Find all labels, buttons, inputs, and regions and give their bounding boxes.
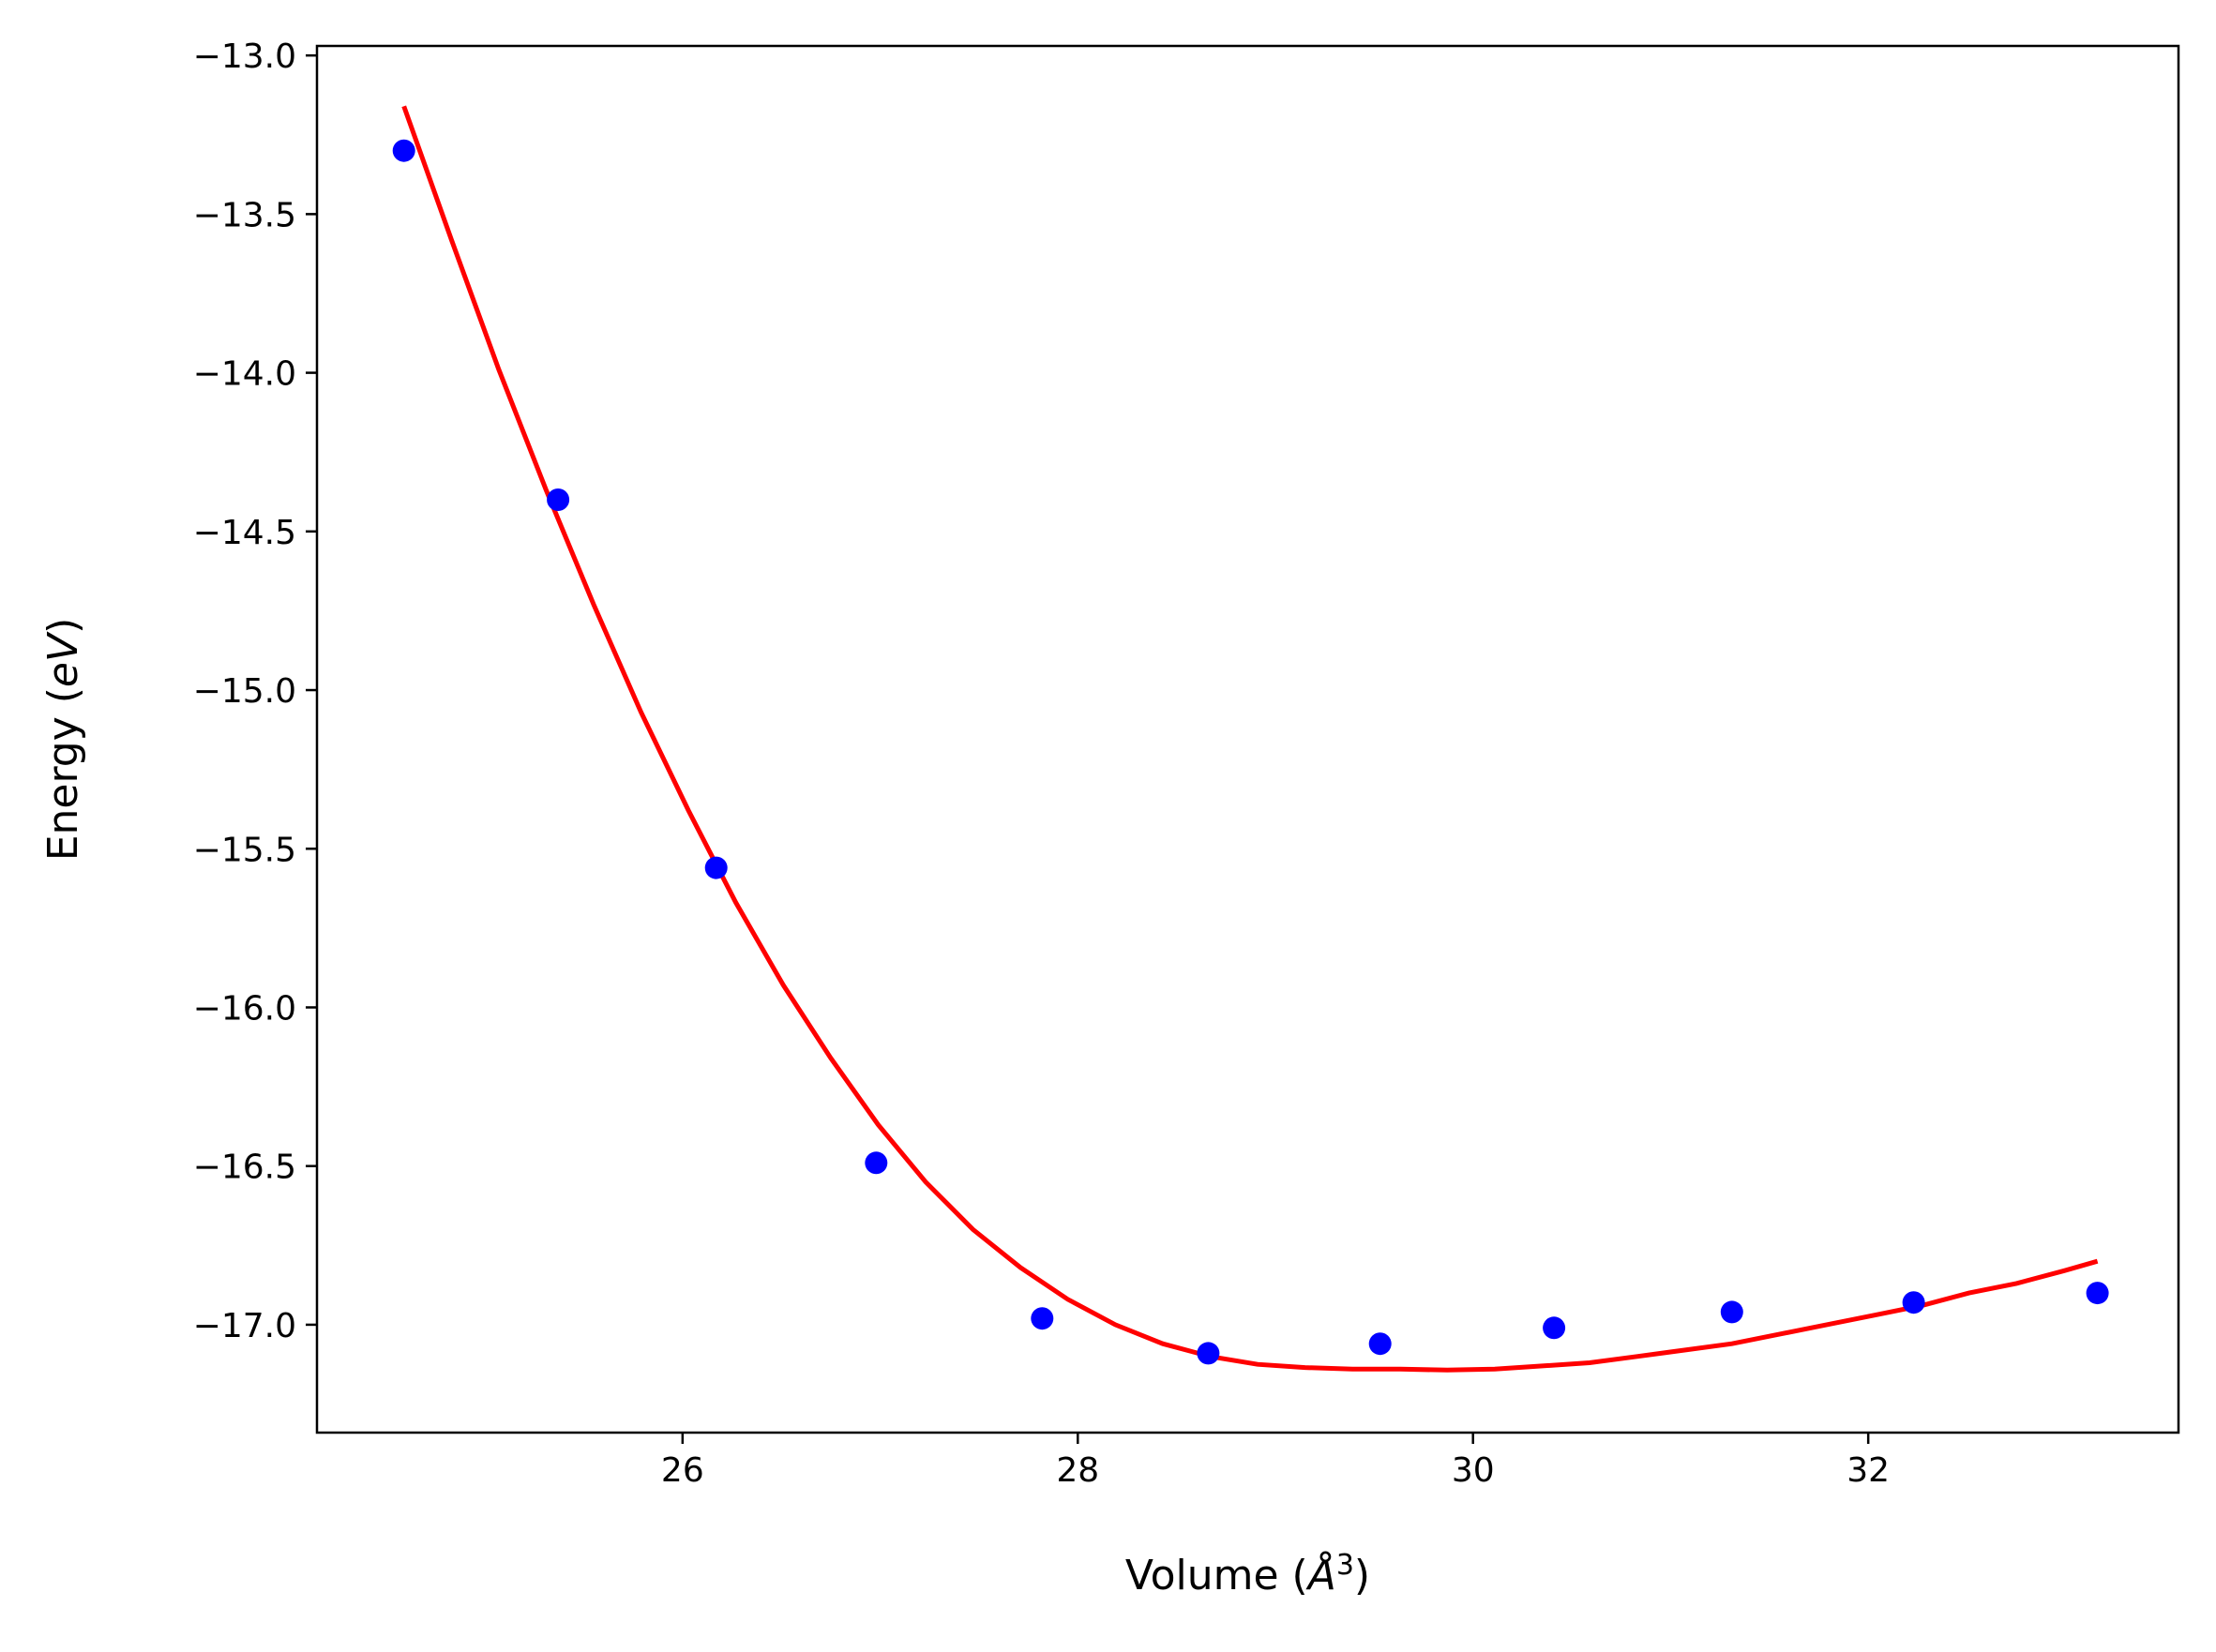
data-point <box>1031 1307 1054 1330</box>
y-tick-label: −17.0 <box>193 1307 296 1345</box>
x-axis-label: Volume (Å3) <box>1125 1549 1370 1599</box>
data-point <box>547 488 570 511</box>
plot-area-frame <box>315 44 2180 1434</box>
fit-curve-line <box>401 105 2099 1373</box>
data-point <box>1197 1342 1220 1365</box>
data-point <box>2086 1282 2109 1305</box>
y-tick-label: −14.0 <box>193 355 296 394</box>
x-tick-label: 26 <box>661 1451 704 1490</box>
y-tick-label: −16.0 <box>193 989 296 1028</box>
data-point <box>865 1151 888 1175</box>
x-tick-label: 30 <box>1452 1451 1495 1490</box>
x-axis: 26 28 30 32 <box>661 1433 1890 1490</box>
y-tick-label: −14.5 <box>193 514 296 552</box>
y-tick-label: −15.5 <box>193 831 296 869</box>
y-tick-label: −13.5 <box>193 196 296 234</box>
y-axis: −13.0 −13.5 −14.0 −14.5 −15.0 −15.5 −16.0 −16.5… <box>193 38 317 1345</box>
plot-content <box>392 105 2109 1373</box>
data-point <box>1720 1300 1743 1324</box>
data-point <box>704 856 728 879</box>
x-tick-label: 28 <box>1056 1451 1099 1490</box>
y-tick-label: −13.0 <box>193 38 296 76</box>
y-tick-label: −16.5 <box>193 1149 296 1187</box>
data-point <box>1368 1332 1392 1356</box>
data-point <box>1902 1291 1925 1314</box>
y-tick-label: −15.0 <box>193 672 296 711</box>
x-tick-label: 32 <box>1847 1451 1890 1490</box>
y-axis-label: Energy (eV) <box>39 618 87 862</box>
data-point <box>1543 1316 1566 1340</box>
data-point <box>392 139 415 162</box>
